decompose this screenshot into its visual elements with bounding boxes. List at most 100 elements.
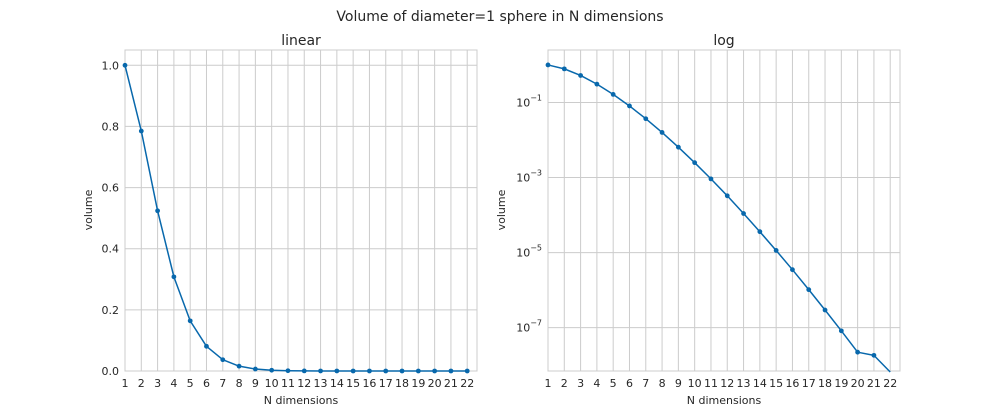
x-tick-label: 14 [330,377,344,390]
x-tick-label: 15 [769,377,783,390]
y-tick-label: 0.2 [102,304,120,317]
data-point [594,81,600,87]
x-tick-labels: 1 2 3 4 5 6 7 8 9 10 11 12 13 14 15 16 17 18 19 20 21 22 [545,377,898,390]
y-axis-label: volume [495,189,508,230]
plot-area [125,50,477,371]
x-tick-label: 7 [642,377,649,390]
series-group [545,62,891,373]
x-tick-labels: 1 2 3 4 5 6 7 8 9 10 11 12 13 14 15 16 17 18 19 20 21 22 [122,377,475,390]
series-line [547,64,891,373]
y-tick-label: 0.0 [102,365,120,378]
x-tick-label: 16 [785,377,799,390]
data-point [627,103,632,109]
data-point [301,368,307,374]
x-axis-label: N dimensions [687,394,762,407]
x-tick-label: 7 [219,377,226,390]
x-tick-label: 1 [545,377,552,390]
y-tick-label: 0.8 [102,120,120,133]
data-point [790,267,795,273]
data-point [806,287,812,293]
x-tick-label: 8 [236,377,243,390]
x-tick-label: 21 [867,377,881,390]
y-tick-label: 1.0 [102,59,120,72]
x-tick-label: 6 [203,377,210,390]
data-point [757,229,763,235]
data-point [236,363,242,369]
data-point [692,160,698,166]
data-point [367,368,372,374]
x-tick-label: 10 [688,377,702,390]
x-tick-label: 11 [281,377,295,390]
x-tick-label: 8 [659,377,666,390]
y-tick-label: 0.6 [102,182,120,195]
data-point [187,318,193,324]
data-point [578,73,583,78]
plot-frame [547,49,901,372]
data-point [545,62,551,68]
data-point [204,343,209,349]
data-point [318,368,323,374]
x-gridlines [124,50,468,371]
x-tick-label: 18 [395,377,409,390]
y-tick-label: 10−7 [516,319,542,335]
x-tick-label: 20 [428,377,442,390]
x-tick-label: 12 [297,377,311,390]
x-tick-label: 17 [802,377,816,390]
x-tick-label: 22 [460,377,474,390]
data-point [464,368,470,374]
x-tick-label: 3 [577,377,584,390]
x-tick-label: 18 [818,377,832,390]
data-point [871,352,877,358]
data-point [432,368,438,374]
data-point [448,368,454,374]
x-tick-label: 2 [138,377,145,390]
data-point [155,208,160,214]
y-gridlines [548,101,900,329]
data-point [773,248,779,253]
data-point [350,368,356,374]
data-point [269,367,275,373]
data-point [415,368,421,374]
data-point [122,62,128,68]
y-axis-label: volume [82,189,95,230]
data-point [334,368,340,374]
x-tick-label: 14 [753,377,767,390]
x-tick-label: 4 [593,377,600,390]
data-point [855,349,861,355]
data-point [741,211,746,216]
data-point [285,368,291,374]
x-tick-label: 9 [675,377,682,390]
data-point [252,366,258,372]
plot-area [548,50,900,371]
y-tick-labels: 0.0 0.2 0.4 0.6 0.8 1.0 [102,59,120,378]
data-point [138,128,144,134]
data-point [643,116,649,122]
data-point [610,92,616,97]
data-point [708,176,714,182]
chart-log: log 1 2 3 4 5 6 7 8 9 10 11 12 13 14 15 16 17 18 19 20 21 22 … [495,33,901,407]
series-group [122,62,470,374]
x-tick-label: 19 [411,377,425,390]
x-tick-label: 19 [834,377,848,390]
x-tick-label: 17 [379,377,393,390]
x-tick-label: 6 [626,377,633,390]
x-tick-label: 11 [704,377,718,390]
x-axis-label: N dimensions [264,394,339,407]
x-tick-label: 1 [122,377,129,390]
y-tick-label: 0.4 [102,243,120,256]
series-line [124,65,468,372]
data-point [822,307,828,313]
chart-linear: linear 1 2 3 4 5 6 7 8 9 10 11 12 13 14 15 16 17 18 19 20 21… [82,33,478,407]
y-tick-label: 10−5 [516,244,542,260]
figure-title: Volume of diameter=1 sphere in N dimensi… [336,9,663,25]
x-tick-label: 13 [737,377,751,390]
data-point [171,274,177,280]
x-tick-label: 5 [610,377,617,390]
data-point [659,130,665,135]
y-tick-label: 10−1 [516,93,542,109]
x-tick-label: 21 [444,377,458,390]
data-point [561,66,567,72]
x-tick-label: 2 [561,377,568,390]
x-tick-label: 10 [265,377,279,390]
